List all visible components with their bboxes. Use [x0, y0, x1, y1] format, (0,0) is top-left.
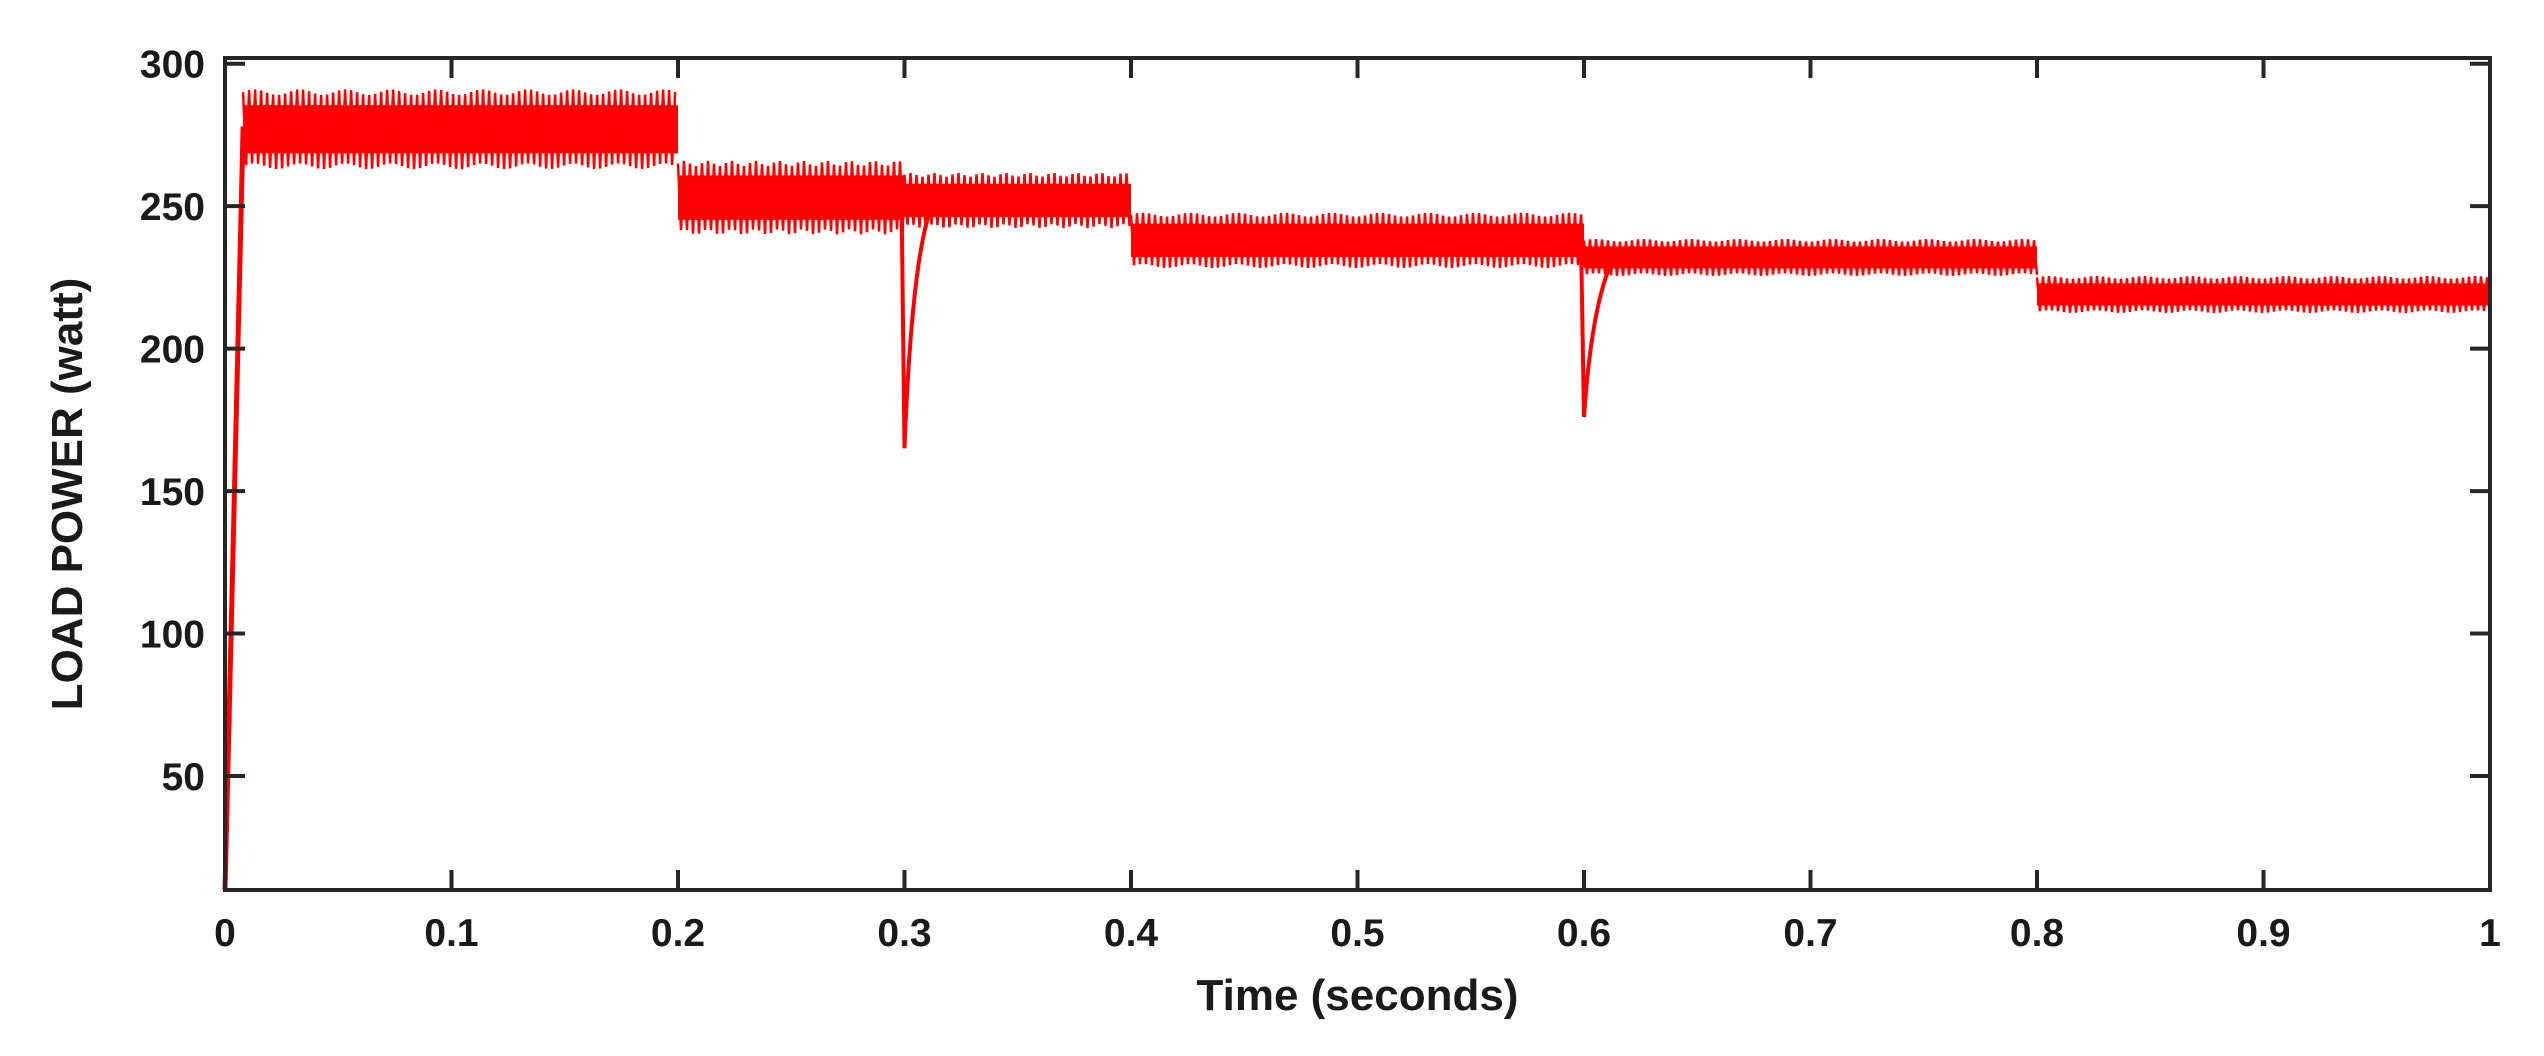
y-tick-label: 200: [140, 329, 205, 372]
series-band-core: [2037, 283, 2490, 306]
y-tick-label: 100: [140, 614, 205, 657]
y-tick-label: 250: [140, 186, 205, 229]
ticks-layer: [223, 58, 2492, 890]
x-tick-label: 0.3: [877, 912, 931, 955]
series-band-core: [904, 183, 1131, 218]
x-tick-label: 0.6: [1557, 912, 1611, 955]
series-dip: [899, 197, 937, 449]
x-tick-label: 0.1: [424, 912, 478, 955]
series-ripple-band: [241, 89, 677, 170]
series-dip: [1579, 240, 1616, 418]
series-band-core: [678, 175, 905, 220]
y-tick-label: 300: [140, 44, 205, 87]
x-tick-label: 0.2: [651, 912, 705, 955]
x-axis-label: Time (seconds): [1197, 971, 1519, 1020]
y-tick-label: 150: [140, 471, 205, 514]
series-layer: [222, 89, 2492, 891]
series-rise: [222, 126, 246, 891]
series-band-core: [1131, 223, 1584, 258]
x-tick-label: 0.5: [1330, 912, 1384, 955]
y-axis-label: LOAD POWER (watt): [43, 278, 92, 711]
x-tick-label: 0.9: [2236, 912, 2290, 955]
x-tick-label: 1: [2479, 912, 2501, 955]
x-tick-label: 0: [214, 912, 236, 955]
x-tick-label: 0.4: [1104, 912, 1159, 955]
series-band-core: [243, 105, 678, 154]
y-tick-label: 50: [162, 756, 205, 799]
series-band-core: [1584, 246, 2037, 269]
x-tick-label: 0.7: [1783, 912, 1837, 955]
tick-labels-layer: 0 0.1 0.2 0.3 0.4 0.5 0.6 0.7 0.8 0.9 150100150200…: [140, 44, 2501, 955]
x-tick-label: 0.8: [2010, 912, 2064, 955]
